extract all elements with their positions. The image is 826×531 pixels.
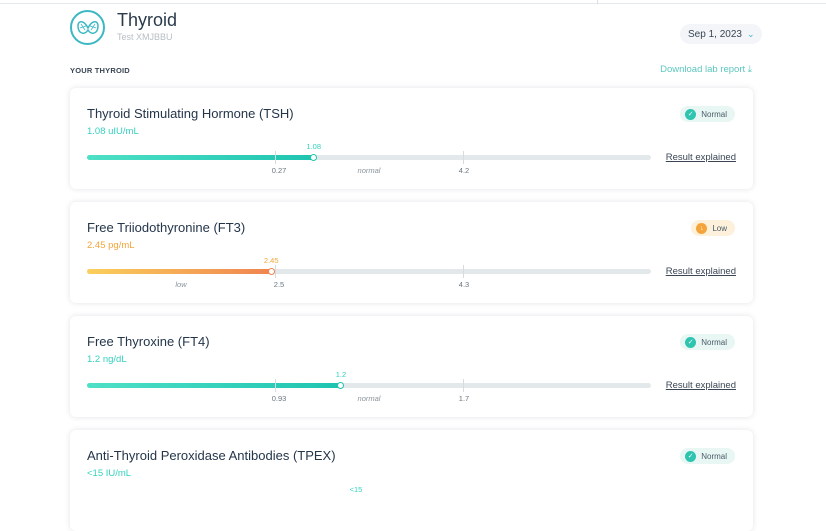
low-threshold-label: 0.93 [271,394,287,403]
range-fill [87,269,272,274]
value-marker [337,381,345,389]
test-name: Anti-Thyroid Peroxidase Antibodies (TPEX… [87,448,336,463]
test-value: 2.45 pg/mL [87,240,135,251]
high-threshold-label: 1.7 [458,394,470,403]
date-value: Sep 1, 2023 [688,28,742,40]
range-bar: 2.45 low 2.5 4.3 [87,256,651,289]
low-threshold-label: 0.27 [271,166,287,175]
status-badge: ↓ Low [691,220,735,236]
tick-low [275,265,276,278]
range-fill [87,155,314,160]
low-threshold-label: 2.5 [273,280,285,289]
result-explained-link[interactable]: Result explained [665,152,736,163]
check-icon: ✓ [685,336,697,348]
status-badge: ✓ Normal [680,448,735,464]
tick-low [275,151,276,164]
high-threshold-label: 4.3 [458,280,470,289]
top-bar [0,0,826,4]
chevron-down-icon: ⌄ [746,28,755,39]
result-explained-link[interactable]: Result explained [665,266,736,277]
test-name: Free Thyroxine (FT4) [87,334,210,349]
status-label: Normal [701,109,727,119]
thyroid-logo-icon [70,10,105,45]
marker-value-label: 1.08 [306,142,322,151]
result-card: Anti-Thyroid Peroxidase Antibodies (TPEX… [70,430,753,531]
zone-label: normal [357,166,381,175]
download-lab-report-link[interactable]: Download lab report ⤓ [660,64,752,75]
result-card: Free Triiodothyronine (FT3) 2.45 pg/mL ↓… [70,202,753,303]
value-marker [310,153,318,161]
test-value: 1.2 ng/dL [87,354,127,365]
range-bar: 1.08 normal 0.27 4.2 [87,142,651,175]
test-name: Thyroid Stimulating Hormone (TSH) [87,106,294,121]
page-title: Thyroid [117,10,178,30]
status-badge: ✓ Normal [680,334,735,350]
arrow-down-icon: ↓ [696,222,708,234]
top-divider [597,0,598,4]
result-explained-link[interactable]: Result explained [665,380,736,391]
result-card: Thyroid Stimulating Hormone (TSH) 1.08 u… [70,88,753,189]
marker-value-label: <15 [349,485,363,494]
result-card: Free Thyroxine (FT4) 1.2 ng/dL ✓ Normal … [70,316,753,417]
tick-high [463,379,464,392]
tick-low [275,379,276,392]
zone-label: low [175,280,187,289]
test-name: Free Triiodothyronine (FT3) [87,220,246,235]
test-value: <15 IU/mL [87,468,132,479]
status-label: Low [712,223,727,233]
section-heading: YOUR THYROID [70,66,130,75]
tick-high [463,151,464,164]
download-icon: ⤓ [747,64,752,75]
status-badge: ✓ Normal [680,106,735,122]
test-value: 1.08 uIU/mL [87,126,139,137]
date-selector[interactable]: Sep 1, 2023 ⌄ [680,24,763,44]
check-icon: ✓ [685,108,697,120]
value-marker [267,267,275,275]
tick-high [463,265,464,278]
range-bar: 1.2 normal 0.93 1.7 [87,370,651,403]
high-threshold-label: 4.2 [458,166,470,175]
marker-value-label: 1.2 [335,370,347,379]
test-id: Test XMJBBU [117,32,173,42]
status-label: Normal [701,451,727,461]
download-label: Download lab report [660,64,746,75]
check-icon: ✓ [685,450,697,462]
zone-label: normal [357,394,381,403]
status-label: Normal [701,337,727,347]
marker-value-label: 2.45 [263,256,279,265]
range-fill [87,383,341,388]
